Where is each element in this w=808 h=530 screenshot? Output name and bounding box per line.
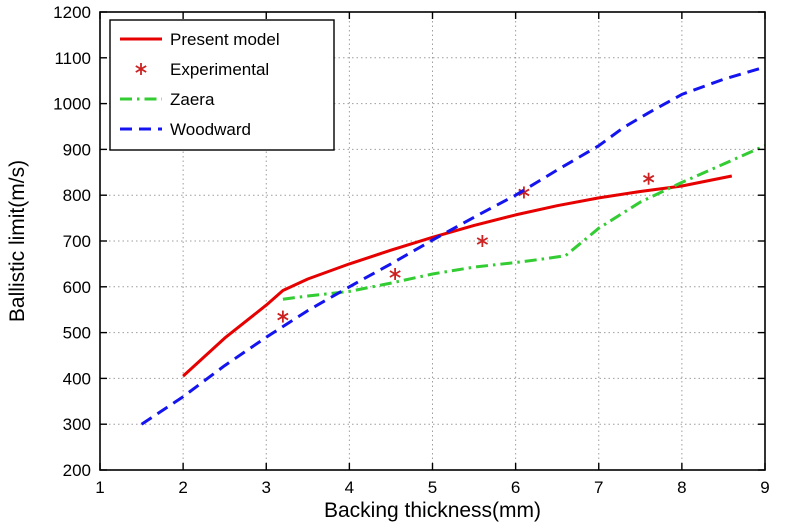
y-tick-label: 1100 — [54, 49, 91, 68]
legend-item-woodward: Woodward — [120, 120, 251, 139]
y-tick-label: 600 — [63, 278, 91, 297]
y-tick-label: 1200 — [53, 3, 91, 22]
series-zaera — [282, 144, 766, 301]
y-tick-label: 200 — [63, 461, 91, 480]
y-tick-label: 500 — [63, 324, 91, 343]
data-point-asterisk — [277, 310, 289, 323]
x-tick-label: 1 — [95, 478, 104, 497]
x-tick-label: 5 — [428, 478, 437, 497]
x-tick-label: 7 — [594, 478, 603, 497]
y-axis-label: Ballistic limit(m/s) — [6, 160, 29, 322]
x-tick-label: 8 — [677, 478, 686, 497]
series-woodward — [140, 65, 766, 426]
x-tick-label: 9 — [760, 478, 769, 497]
data-point-asterisk — [518, 186, 530, 199]
legend-item-present-model: Present model — [120, 30, 280, 49]
x-tick-label: 6 — [511, 478, 520, 497]
series-experimental — [277, 172, 655, 323]
y-tick-label: 700 — [63, 232, 91, 251]
legend-label: Present model — [170, 30, 280, 49]
x-axis-label: Backing thickness(mm) — [324, 499, 541, 522]
y-tick-label: 900 — [63, 140, 91, 159]
legend: Present model Experimental Zaera Woodward — [109, 19, 335, 151]
legend-label: Woodward — [170, 120, 251, 139]
legend-asterisk-marker — [135, 63, 147, 75]
legend-item-experimental: Experimental — [135, 60, 269, 79]
legend-item-zaera: Zaera — [120, 90, 215, 109]
y-tick-label: 400 — [63, 369, 91, 388]
y-tick-label: 1000 — [53, 95, 91, 114]
legend-label: Experimental — [170, 60, 269, 79]
y-tick-label: 800 — [63, 186, 91, 205]
data-point-asterisk — [389, 267, 401, 280]
data-point-asterisk — [642, 172, 655, 185]
x-tick-label: 4 — [345, 478, 354, 497]
series-present-model — [182, 174, 733, 378]
x-tick-label: 2 — [178, 478, 187, 497]
data-point-asterisk — [476, 235, 489, 247]
legend-label: Zaera — [170, 90, 215, 109]
y-tick-label: 300 — [63, 415, 91, 434]
x-tick-label: 3 — [262, 478, 271, 497]
